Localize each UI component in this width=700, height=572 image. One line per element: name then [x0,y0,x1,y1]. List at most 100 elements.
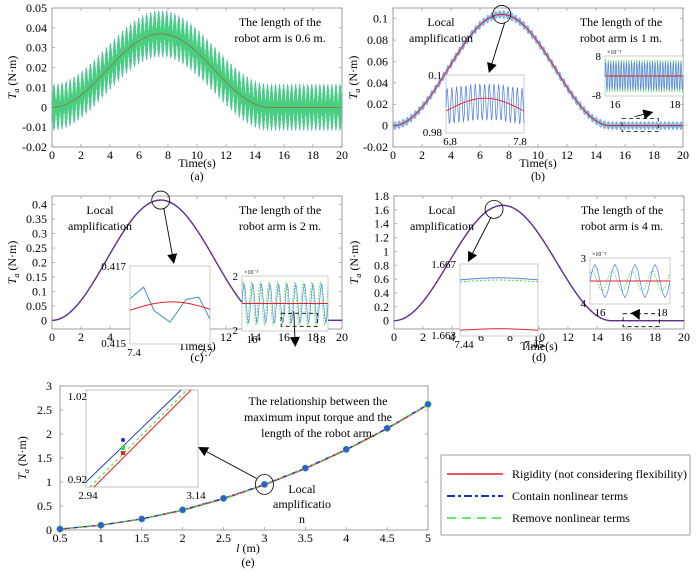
inset-remove-series [89,389,188,488]
y-axis-subscript: a [22,469,31,473]
x-tick-label: 2 [420,330,426,344]
inset-y-max: 3 [581,253,587,265]
inset-x-min: 16 [595,307,607,319]
local-amplification-label: amplificatio [273,497,331,511]
panel-d: 0 2 4 6 8 10 12 14 16 18 2000.20.40.60.811.21.41.6… [347,189,690,364]
legend-label: Remove nonlinear terms [512,511,630,525]
inset-frame [459,263,539,337]
inset-remove-series [129,286,211,323]
inset-x-min: 7.44 [454,339,474,351]
inset-rigidity-series [93,389,192,488]
annotation-text: The length of the [581,203,663,217]
panel-c: 0246810121416182000.050.10.150.20.250.30… [5,190,348,364]
plot-lines [393,10,683,130]
arrow-to-tail-inset [630,308,640,320]
local-amplification-label: amplification [68,219,132,233]
inset-rigidity-series [445,97,525,112]
panel-caption: (b) [531,169,545,183]
y-tick-label: 0.1 [373,12,388,26]
inset-x-min: 16 [247,334,259,346]
inset-x-max: 18 [670,99,682,111]
panel-a: 0 2 4 6 8 10 12 14 16 18 20-0.02-0.0100.010.020.03… [5,1,348,183]
inset-y-min: 0.92 [68,474,87,486]
zoom-circle [151,190,171,210]
arrow-to-peak-inset [468,217,492,262]
y-axis-symbol: T [5,91,19,99]
annotation-text: robot arm is 2 m. [239,219,321,233]
x-tick-label: 2 [419,148,425,162]
y-axis-label: Ta (N·m) [346,56,362,100]
y-tick-label: 1.4 [374,217,389,231]
x-axis-unit: (m) [240,541,260,555]
rigidity-series [393,13,683,127]
y-tick-label: 2.5 [37,403,52,417]
inset-y-min: 0.98 [423,127,443,139]
inset-x-min: 7.4 [127,347,141,359]
x-tick-label: 4.5 [380,531,395,545]
x-tick-label: 20 [336,330,348,344]
inset-x-max: 7.45 [524,339,544,351]
legend-label: Contain nonlinear terms [512,489,628,503]
y-tick-label: 0 [46,523,52,537]
inset-y-max: 8 [596,51,602,63]
y-axis-unit: (N·m) [15,436,29,469]
data-point [260,480,268,488]
inset-y-max: 2 [233,271,239,283]
y-axis-subscript: a [12,89,21,93]
inset-x-min: 16 [610,99,622,111]
x-tick-label: 16 [278,148,290,162]
x-tick-label: 2 [78,330,84,344]
annotation-text: length of the robot arm. [261,426,375,440]
x-tick-label: 16 [278,330,290,344]
x-tick-label: 2 [180,531,186,545]
inset-x-min: 2.94 [78,490,98,502]
annotation-text: robot arm is 0.6 m. [234,31,325,45]
x-tick-label: 18 [649,330,661,344]
contain-nonlinear-overlay [394,204,684,322]
x-tick-label: 0 [390,148,396,162]
y-axis-label: Ta (N·m) [5,56,21,100]
y-axis-subscript: a [353,89,362,93]
arrow-head [468,250,478,262]
y-tick-label: 0.4 [32,198,47,212]
inset-y-min: 0.415 [101,338,126,350]
x-tick-label: 0 [49,148,55,162]
data-point [383,424,391,432]
local-amplification-label: n [299,512,305,526]
panel-e: 0.5 1 1.5 2 2.5 3 3.5 4 4.5 500.511.522.53l (m)Ta… [15,379,432,569]
x-tick-label: 14 [249,148,261,162]
y-tick-label: 1.5 [37,451,52,465]
legend-label: Rigidity (not considering flexibility) [512,467,687,481]
x-tick-label: 6 [477,148,483,162]
arrow-head [167,253,178,264]
inset-y-max: 1.02 [68,391,87,403]
arrow-to-peak-inset [487,22,506,73]
arrow-to-tail-inset [634,109,654,120]
y-tick-label: 1.6 [374,203,389,217]
y-tick-label: 0.05 [26,1,47,15]
x-tick-label: 2 [78,148,84,162]
y-axis-label: Ta (N·m) [15,436,31,480]
x-tick-label: 4 [448,148,454,162]
y-tick-label: 0.06 [367,54,388,68]
rigidity-series [52,33,342,108]
y-tick-label: -0.02 [363,140,388,154]
y-tick-label: 0.04 [26,21,47,35]
y-tick-label: 0 [383,314,389,328]
inset-exponent: ×10⁻³ [607,50,622,56]
inset: 1.02 0.92 2.94 3.14 [68,389,206,502]
data-point [220,494,228,502]
y-tick-label: 0.02 [26,61,47,75]
inset-exponent: ×10⁻³ [244,270,259,276]
x-tick-label: 12 [220,148,232,162]
y-tick-label: 0 [41,313,47,327]
x-tick-label: 20 [678,330,690,344]
arrow-shaft [634,113,644,118]
y-tick-label: 0 [382,119,388,133]
arrow-head [642,109,654,120]
inset-remove-series [241,281,329,326]
y-tick-label: 0.01 [26,80,47,94]
